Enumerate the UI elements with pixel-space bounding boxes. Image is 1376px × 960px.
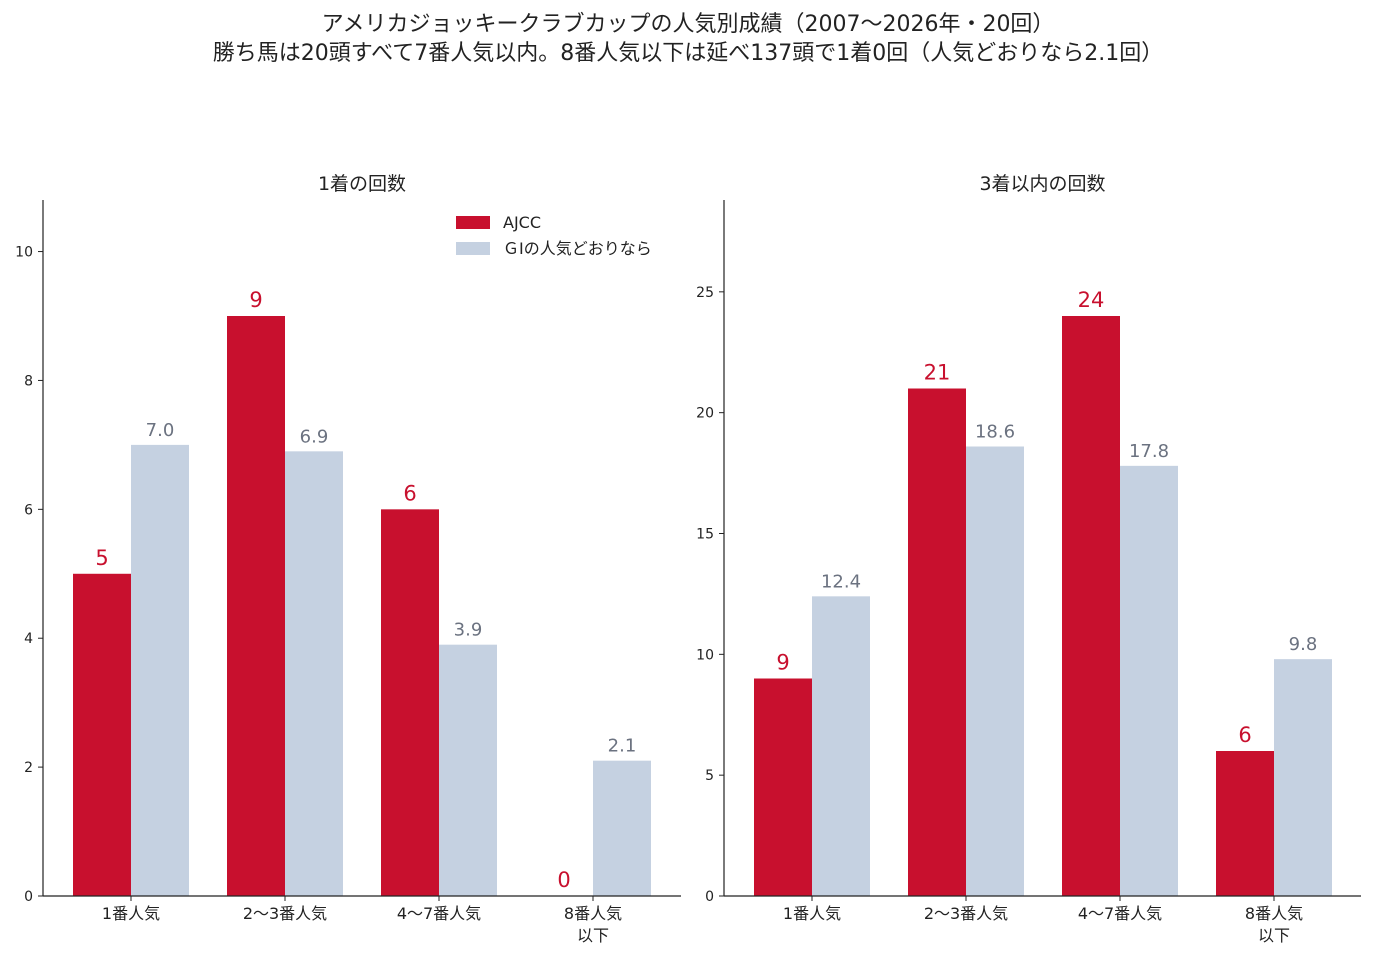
y-tick-label: 0 [705,889,714,905]
legend: AJCC ＧⅠの人気どおりなら [456,213,652,258]
data-label-ajcc: 9 [776,651,789,675]
legend-label: ＧⅠの人気どおりなら [503,239,652,258]
bar-expected [285,451,343,896]
data-label-expected: 6.9 [300,426,329,447]
data-label-ajcc: 6 [1238,723,1251,747]
y-tick-label: 8 [24,373,33,389]
legend-label: AJCC [503,213,541,232]
data-label-ajcc: 6 [403,481,416,505]
bar-expected [812,596,870,896]
data-label-ajcc: 0 [557,868,570,892]
data-label-expected: 9.8 [1289,634,1318,655]
x-tick-label: 1番人気 [102,904,160,923]
data-label-expected: 3.9 [454,620,483,641]
bar-ajcc [73,573,131,896]
bar-expected [1120,465,1178,896]
y-tick-label: 0 [24,889,33,905]
x-tick-label: 2〜3番人気 [243,904,327,923]
chart-panel-1: 1着の回数 0 2 4 6 8 10 5 7.0 1番人気 9 6.9 2〜3番人気 6 3.9 4〜7番人気… [15,173,681,945]
bar-expected [131,444,189,896]
bar-expected [1274,659,1332,896]
y-tick-label: 20 [696,406,714,422]
bar-ajcc [381,509,439,896]
x-tick-label: 1番人気 [783,904,841,923]
y-tick-label: 10 [696,647,714,663]
panel-title: 3着以内の回数 [979,173,1105,195]
data-label-ajcc: 5 [95,546,108,570]
x-tick-label: 8番人気 [564,904,622,923]
data-label-expected: 7.0 [146,420,175,441]
chart-title-block: アメリカジョッキークラブカップの人気別成績（2007〜2026年・20回） 勝ち… [0,10,1376,68]
bar-ajcc [754,678,812,896]
bar-expected [593,760,651,896]
y-tick-label: 2 [24,760,33,776]
y-tick-label: 15 [696,527,714,543]
chart-subtitle: 勝ち馬は20頭すべて7番人気以内。8番人気以下は延べ137頭で1着0回（人気どお… [212,41,1164,66]
legend-swatch-ajcc [456,216,490,229]
x-tick-label: 2〜3番人気 [924,904,1008,923]
y-tick-label: 4 [24,631,33,647]
y-tick-label: 10 [15,245,33,261]
x-tick-label: 4〜7番人気 [1078,904,1162,923]
x-tick-label: 4〜7番人気 [397,904,481,923]
chart-panel-2: 3着以内の回数 0 5 10 15 20 25 9 12.4 1番人気 21 18.6 2〜3番人気 24… [696,173,1361,945]
legend-swatch-expected [456,242,490,255]
y-tick-label: 6 [24,502,33,518]
chart-title: アメリカジョッキークラブカップの人気別成績（2007〜2026年・20回） [321,12,1055,37]
data-label-expected: 12.4 [821,571,861,592]
data-label-ajcc: 9 [249,288,262,312]
y-tick-label: 25 [696,285,714,301]
y-tick-label: 5 [705,768,714,784]
data-label-ajcc: 21 [924,361,951,385]
panel-title: 1着の回数 [318,173,406,195]
x-tick-label: 以下 [577,926,609,945]
bar-ajcc [908,388,966,896]
bar-ajcc [1216,751,1274,896]
data-label-ajcc: 24 [1078,288,1105,312]
x-tick-label: 以下 [1258,926,1290,945]
data-label-expected: 18.6 [975,422,1015,443]
bar-ajcc [227,316,285,896]
data-label-expected: 2.1 [608,736,637,757]
bar-expected [439,644,497,896]
bar-expected [966,446,1024,896]
bar-ajcc [1062,316,1120,896]
data-label-expected: 17.8 [1129,441,1169,462]
x-tick-label: 8番人気 [1245,904,1303,923]
